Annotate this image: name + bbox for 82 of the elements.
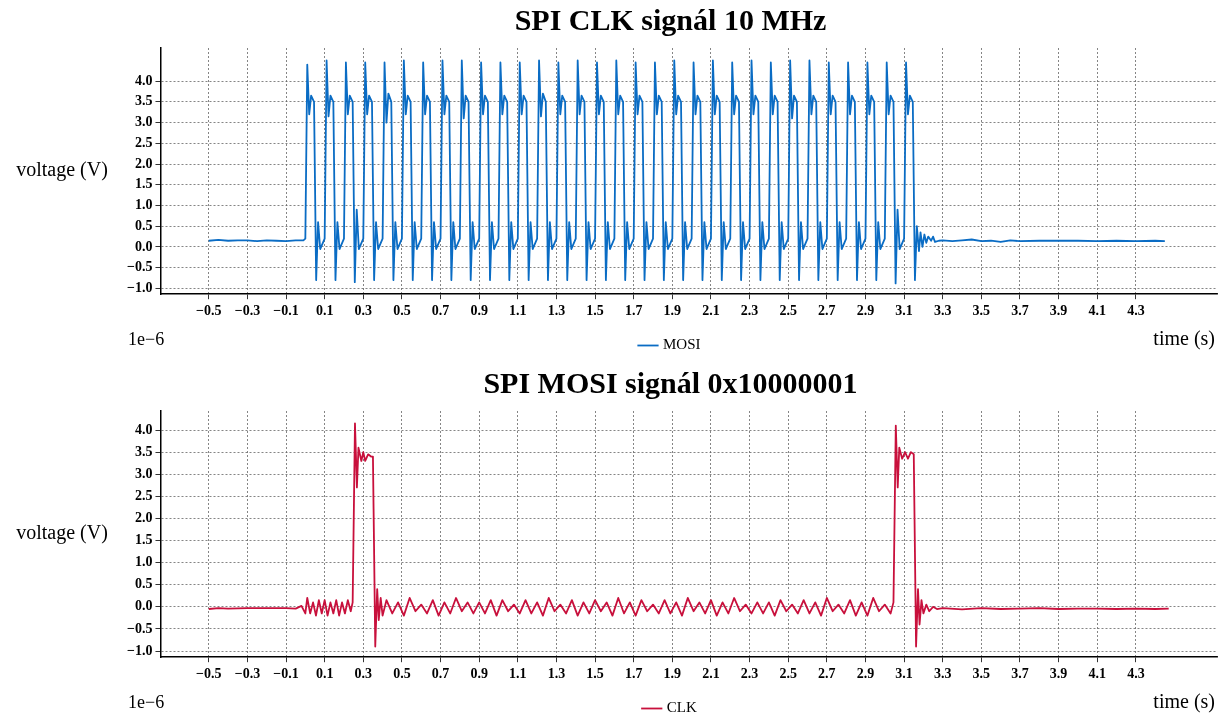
y-tick-label: 3.5 — [134, 443, 153, 459]
x-tick-label: −0.5 — [196, 303, 222, 319]
y-tick-label: 2.5 — [134, 487, 153, 503]
x-tick-label: 1.3 — [547, 666, 566, 682]
y-tick-label: 1.0 — [134, 554, 153, 570]
x-tick-label: 1.3 — [547, 303, 566, 319]
x-tick-label: 3.3 — [933, 303, 952, 319]
x-tick-label: 0.7 — [431, 303, 450, 319]
x-tick-label: 4.3 — [1127, 666, 1145, 682]
x-tick-label: 3.9 — [1049, 303, 1068, 319]
x-tick-label: 2.3 — [740, 666, 759, 682]
y-tick-label: 1.0 — [134, 197, 153, 213]
y-tick-label: 1.5 — [134, 176, 153, 192]
x-tick-label: 3.3 — [933, 666, 952, 682]
x-tick-label: 2.5 — [779, 303, 797, 319]
x-tick-label: 0.1 — [315, 303, 334, 319]
y-tick-label: 2.5 — [134, 134, 153, 150]
x-tick-label: 2.9 — [856, 303, 875, 319]
y-tick-label: −1.0 — [126, 642, 153, 658]
y-tick-label: −0.5 — [126, 620, 153, 636]
x-tick-label: 1.1 — [509, 303, 527, 319]
x-tick-label: 3.7 — [1011, 303, 1029, 319]
x-tick-label: 1.9 — [663, 666, 682, 682]
y-tick-label: 0.0 — [134, 598, 153, 614]
x-tick-label: 2.9 — [856, 666, 875, 682]
legend-label: MOSI — [663, 336, 701, 353]
y-axis-title: voltage (V) — [16, 158, 108, 182]
x-tick-label: 3.5 — [972, 303, 991, 319]
x-tick-label: 3.1 — [895, 666, 913, 682]
x-axis-title: time (s) — [1153, 327, 1215, 351]
x-tick-label: 3.5 — [972, 666, 991, 682]
y-tick-label: 0.0 — [134, 238, 153, 254]
y-axis-title: voltage (V) — [16, 521, 108, 545]
y-tick-label: −1.0 — [126, 280, 153, 296]
y-tick-label: −0.5 — [126, 259, 153, 275]
y-tick-label: 4.0 — [134, 72, 153, 88]
x-tick-label: 1.9 — [663, 303, 682, 319]
x-tick-label: 2.7 — [818, 666, 836, 682]
x-tick-label: −0.1 — [273, 303, 299, 319]
legend-label: CLK — [666, 699, 697, 716]
text: 1e−6 — [128, 328, 165, 349]
y-tick-label: 2.0 — [134, 155, 153, 171]
y-tick-label: 1.5 — [134, 532, 153, 548]
x-tick-label: 0.3 — [354, 666, 373, 682]
x-tick-label: −0.3 — [234, 666, 261, 682]
x-tick-label: −0.3 — [234, 303, 261, 319]
y-tick-label: 0.5 — [134, 576, 153, 592]
x-tick-label: 0.1 — [315, 666, 334, 682]
x-tick-label: 0.9 — [470, 666, 488, 682]
x-tick-label: 4.1 — [1088, 303, 1106, 319]
x-tick-label: −0.5 — [196, 666, 222, 682]
x-tick-label: 2.3 — [740, 303, 759, 319]
x-tick-label: 1.5 — [586, 303, 604, 319]
x-tick-label: 4.1 — [1088, 666, 1106, 682]
x-tick-label: 1.1 — [509, 666, 527, 682]
chart-title: SPI CLK signál 10 MHz — [514, 2, 827, 36]
x-tick-label: 0.3 — [354, 303, 373, 319]
y-tick-label: 4.0 — [134, 421, 153, 437]
x-tick-label: 0.7 — [431, 666, 450, 682]
x-tick-label: 2.5 — [779, 666, 797, 682]
x-tick-label: 1.7 — [624, 666, 643, 682]
y-tick-label: 3.0 — [134, 465, 153, 481]
x-tick-label: 3.1 — [895, 303, 913, 319]
x-tick-label: 0.5 — [393, 666, 411, 682]
x-tick-label: 2.7 — [818, 303, 836, 319]
x-tick-label: 1.5 — [586, 666, 604, 682]
y-tick-label: 3.5 — [134, 93, 153, 109]
y-tick-label: 3.0 — [134, 114, 153, 130]
x-tick-label: 3.7 — [1011, 666, 1029, 682]
x-tick-label: 2.1 — [702, 303, 720, 319]
x-tick-label: −0.1 — [273, 666, 299, 682]
x-tick-label: 0.5 — [393, 303, 411, 319]
text: 1e−6 — [128, 691, 165, 712]
x-tick-label: 2.1 — [702, 666, 720, 682]
y-tick-label: 2.0 — [134, 510, 153, 526]
x-tick-label: 3.9 — [1049, 666, 1068, 682]
x-tick-label: 0.9 — [470, 303, 488, 319]
x-axis-title: time (s) — [1153, 690, 1215, 714]
chart-title: SPI MOSI signál 0x10000001 — [483, 365, 858, 399]
x-tick-label: 4.3 — [1127, 303, 1145, 319]
y-tick-label: 0.5 — [134, 217, 153, 233]
x-tick-label: 1.7 — [624, 303, 643, 319]
